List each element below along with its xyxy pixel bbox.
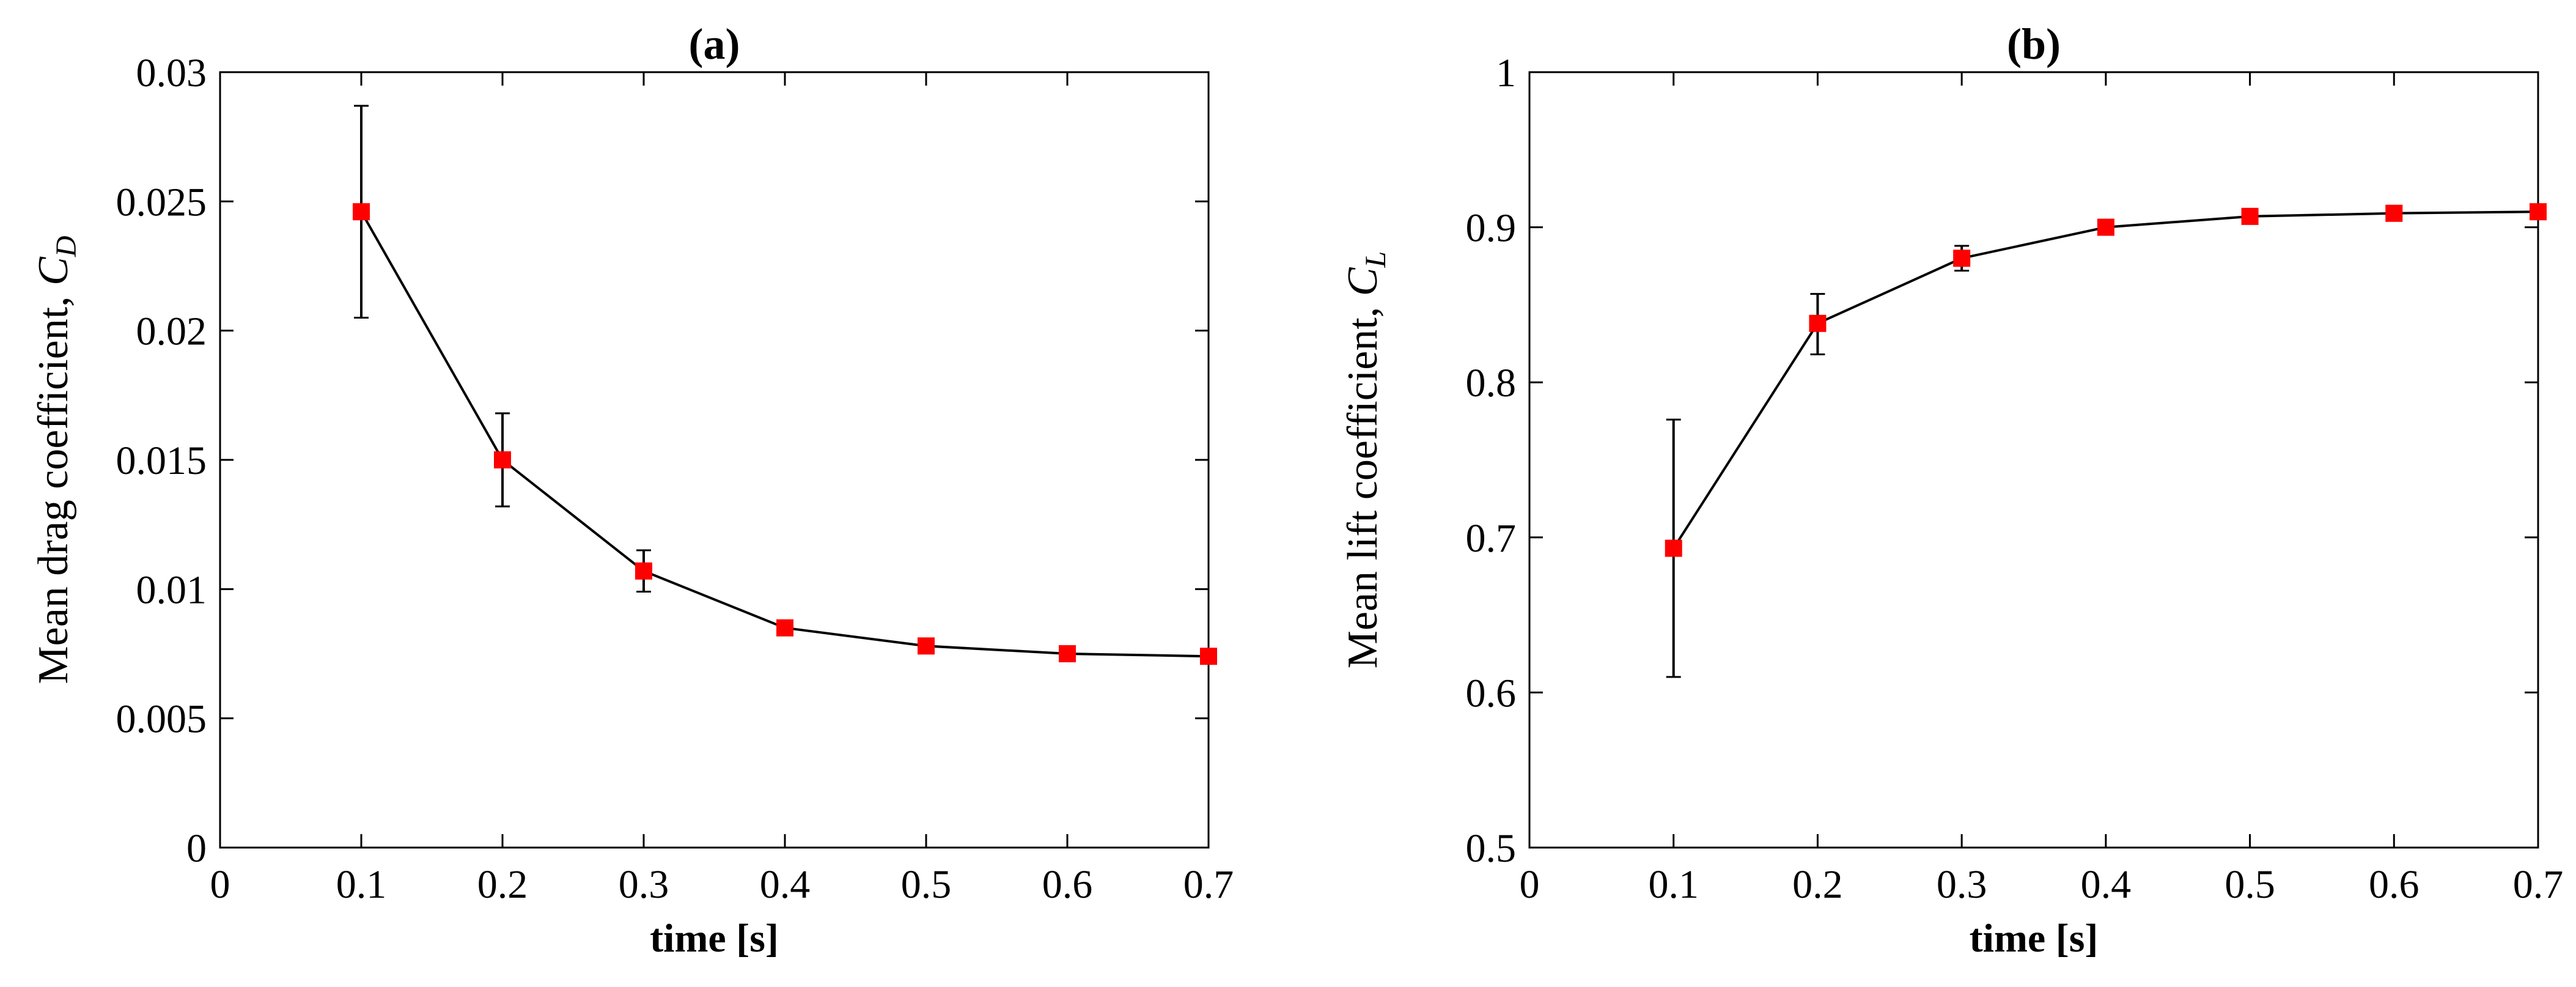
y-axis-label-text: Mean lift coefficient, xyxy=(1339,296,1386,668)
data-point xyxy=(2097,218,2114,236)
y-axis-label-subscript: D xyxy=(50,235,83,257)
y-tick-label: 0 xyxy=(186,826,207,871)
x-tick-label: 0.5 xyxy=(901,862,952,907)
x-tick-label: 0.7 xyxy=(2513,862,2564,907)
x-tick-label: 0.5 xyxy=(2225,862,2275,907)
y-tick-label: 0.5 xyxy=(1466,826,1517,871)
y-tick-label: 0.9 xyxy=(1466,206,1517,251)
x-tick-label: 0.4 xyxy=(2081,862,2132,907)
data-point xyxy=(1809,314,1827,332)
x-tick-label: 0 xyxy=(210,862,230,907)
y-axis-label-subscript: L xyxy=(1360,251,1392,268)
x-tick-label: 0.4 xyxy=(760,862,811,907)
x-tick-label: 0.3 xyxy=(1937,862,1987,907)
y-tick-label: 0.03 xyxy=(136,51,207,95)
y-axis-label-symbol: C xyxy=(1339,267,1386,296)
series-line xyxy=(1673,210,2539,549)
x-tick-label: 0.7 xyxy=(1183,862,1234,907)
data-point xyxy=(353,203,370,221)
data-point xyxy=(635,562,652,580)
panel-b: 0 0.1 0.2 0.3 0.4 0.5 0.6 0.7 0.5 0.6 0.7 0.8 0.9 1 (b… xyxy=(1339,20,2563,961)
data-point xyxy=(2385,204,2403,222)
data-point xyxy=(1665,539,1682,557)
y-tick-label: 1 xyxy=(1496,51,1516,95)
x-tick-label: 0.2 xyxy=(477,862,528,907)
axes-box xyxy=(219,71,1210,849)
x-tick-label: 0.1 xyxy=(1648,862,1699,907)
y-tick-label: 0.005 xyxy=(116,697,207,742)
x-tick-label: 0.1 xyxy=(336,862,387,907)
y-tick-label: 0.7 xyxy=(1466,516,1517,561)
panel-a: 0 0.1 0.2 0.3 0.4 0.5 0.6 0.7 0 0.005 0.01 0.015 0.0… xyxy=(30,20,1234,961)
y-tick-label: 0.01 xyxy=(136,567,207,612)
data-point xyxy=(494,451,511,468)
y-tick-label: 0.6 xyxy=(1466,671,1517,715)
data-point xyxy=(1059,645,1076,662)
x-tick-label: 0 xyxy=(1520,862,1540,907)
axes-box xyxy=(1528,71,2539,849)
data-point xyxy=(918,637,935,655)
data-point xyxy=(776,619,793,637)
panel-title: (b) xyxy=(2007,20,2061,68)
y-tick-label: 0.015 xyxy=(116,438,207,483)
y-axis-label: Mean drag coefficient, CD xyxy=(30,235,83,684)
x-tick-label: 0.6 xyxy=(1042,862,1093,907)
y-axis-label-symbol: C xyxy=(30,256,77,286)
y-tick-label: 0.8 xyxy=(1466,361,1517,405)
data-point xyxy=(2241,207,2259,225)
x-axis-label: time [s] xyxy=(650,916,779,961)
series-line xyxy=(360,211,1209,658)
y-tick-label: 0.025 xyxy=(116,180,207,224)
x-tick-label: 0.3 xyxy=(619,862,669,907)
x-tick-label: 0.6 xyxy=(2369,862,2420,907)
data-point xyxy=(1953,250,1971,267)
x-tick-label: 0.2 xyxy=(1792,862,1843,907)
y-tick-label: 0.02 xyxy=(136,309,207,354)
x-axis-label: time [s] xyxy=(1970,916,2099,961)
data-point xyxy=(1200,648,1217,665)
y-axis-label: Mean lift coefficient, CL xyxy=(1339,251,1392,668)
data-point xyxy=(2530,203,2547,221)
panel-title: (a) xyxy=(689,20,740,68)
y-axis-label-text: Mean drag coefficient, xyxy=(30,286,77,684)
